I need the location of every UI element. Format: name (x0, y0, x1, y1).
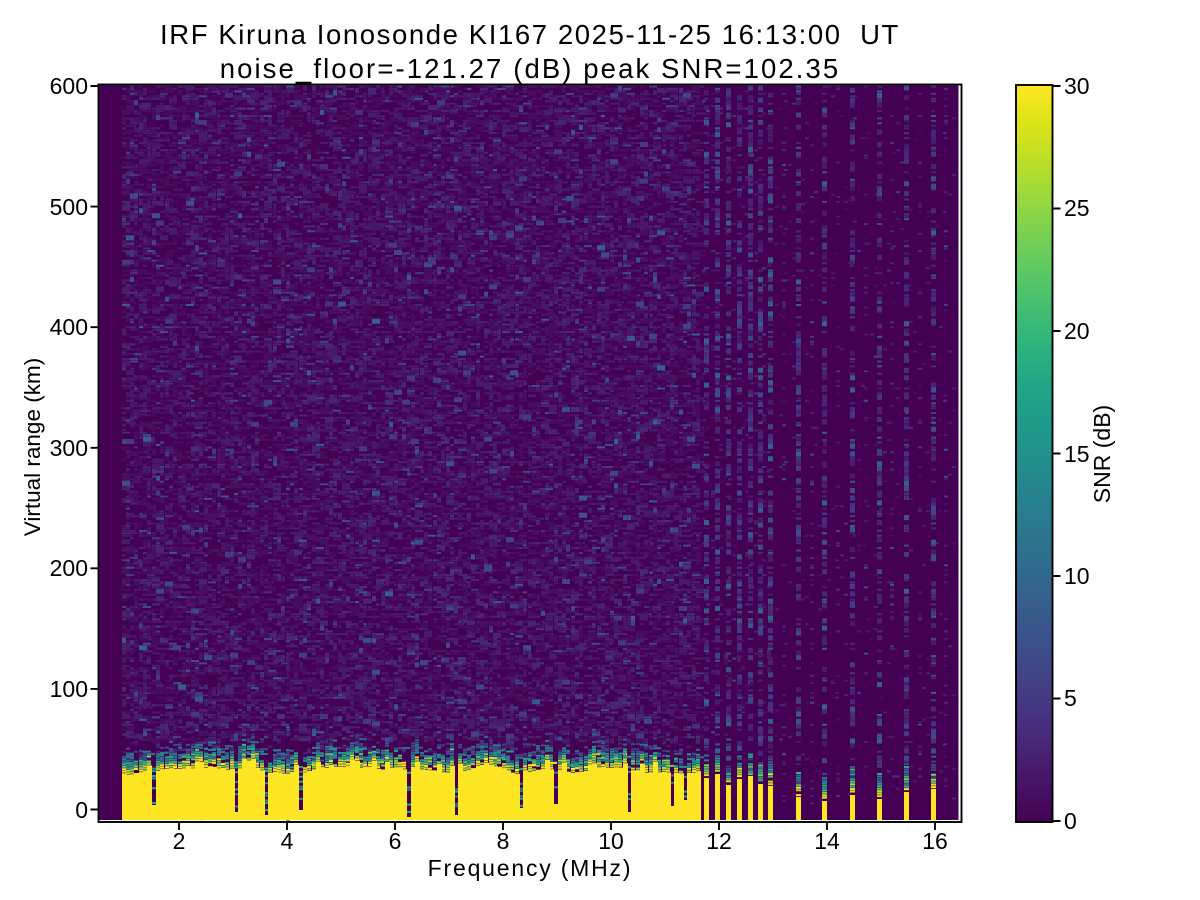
svg-text:IRF Kiruna Ionosonde KI167 202: IRF Kiruna Ionosonde KI167 2025-11-25 16… (160, 19, 900, 50)
svg-text:10: 10 (1064, 563, 1090, 589)
svg-text:10: 10 (598, 828, 624, 854)
svg-text:6: 6 (389, 828, 402, 854)
svg-text:0: 0 (75, 797, 88, 823)
svg-text:300: 300 (50, 435, 88, 461)
svg-text:100: 100 (50, 676, 88, 702)
svg-text:25: 25 (1064, 195, 1090, 221)
svg-text:Frequency (MHz): Frequency (MHz) (428, 855, 633, 881)
svg-text:12: 12 (706, 828, 732, 854)
svg-text:15: 15 (1064, 441, 1090, 467)
svg-text:600: 600 (50, 73, 88, 99)
svg-text:14: 14 (814, 828, 840, 854)
svg-text:8: 8 (497, 828, 510, 854)
svg-text:noise_floor=-121.27 (dB) peak: noise_floor=-121.27 (dB) peak SNR=102.35 (220, 53, 841, 84)
svg-text:16: 16 (922, 828, 948, 854)
svg-text:4: 4 (281, 828, 294, 854)
svg-text:20: 20 (1064, 318, 1090, 344)
svg-text:Virtual range (km): Virtual range (km) (20, 358, 45, 536)
svg-text:200: 200 (50, 555, 88, 581)
svg-text:2: 2 (173, 828, 186, 854)
svg-text:500: 500 (50, 194, 88, 220)
svg-text:5: 5 (1064, 685, 1077, 711)
svg-text:SNR (dB): SNR (dB) (1089, 405, 1115, 503)
svg-text:400: 400 (50, 314, 88, 340)
svg-text:0: 0 (1064, 808, 1077, 834)
svg-text:30: 30 (1064, 73, 1090, 99)
